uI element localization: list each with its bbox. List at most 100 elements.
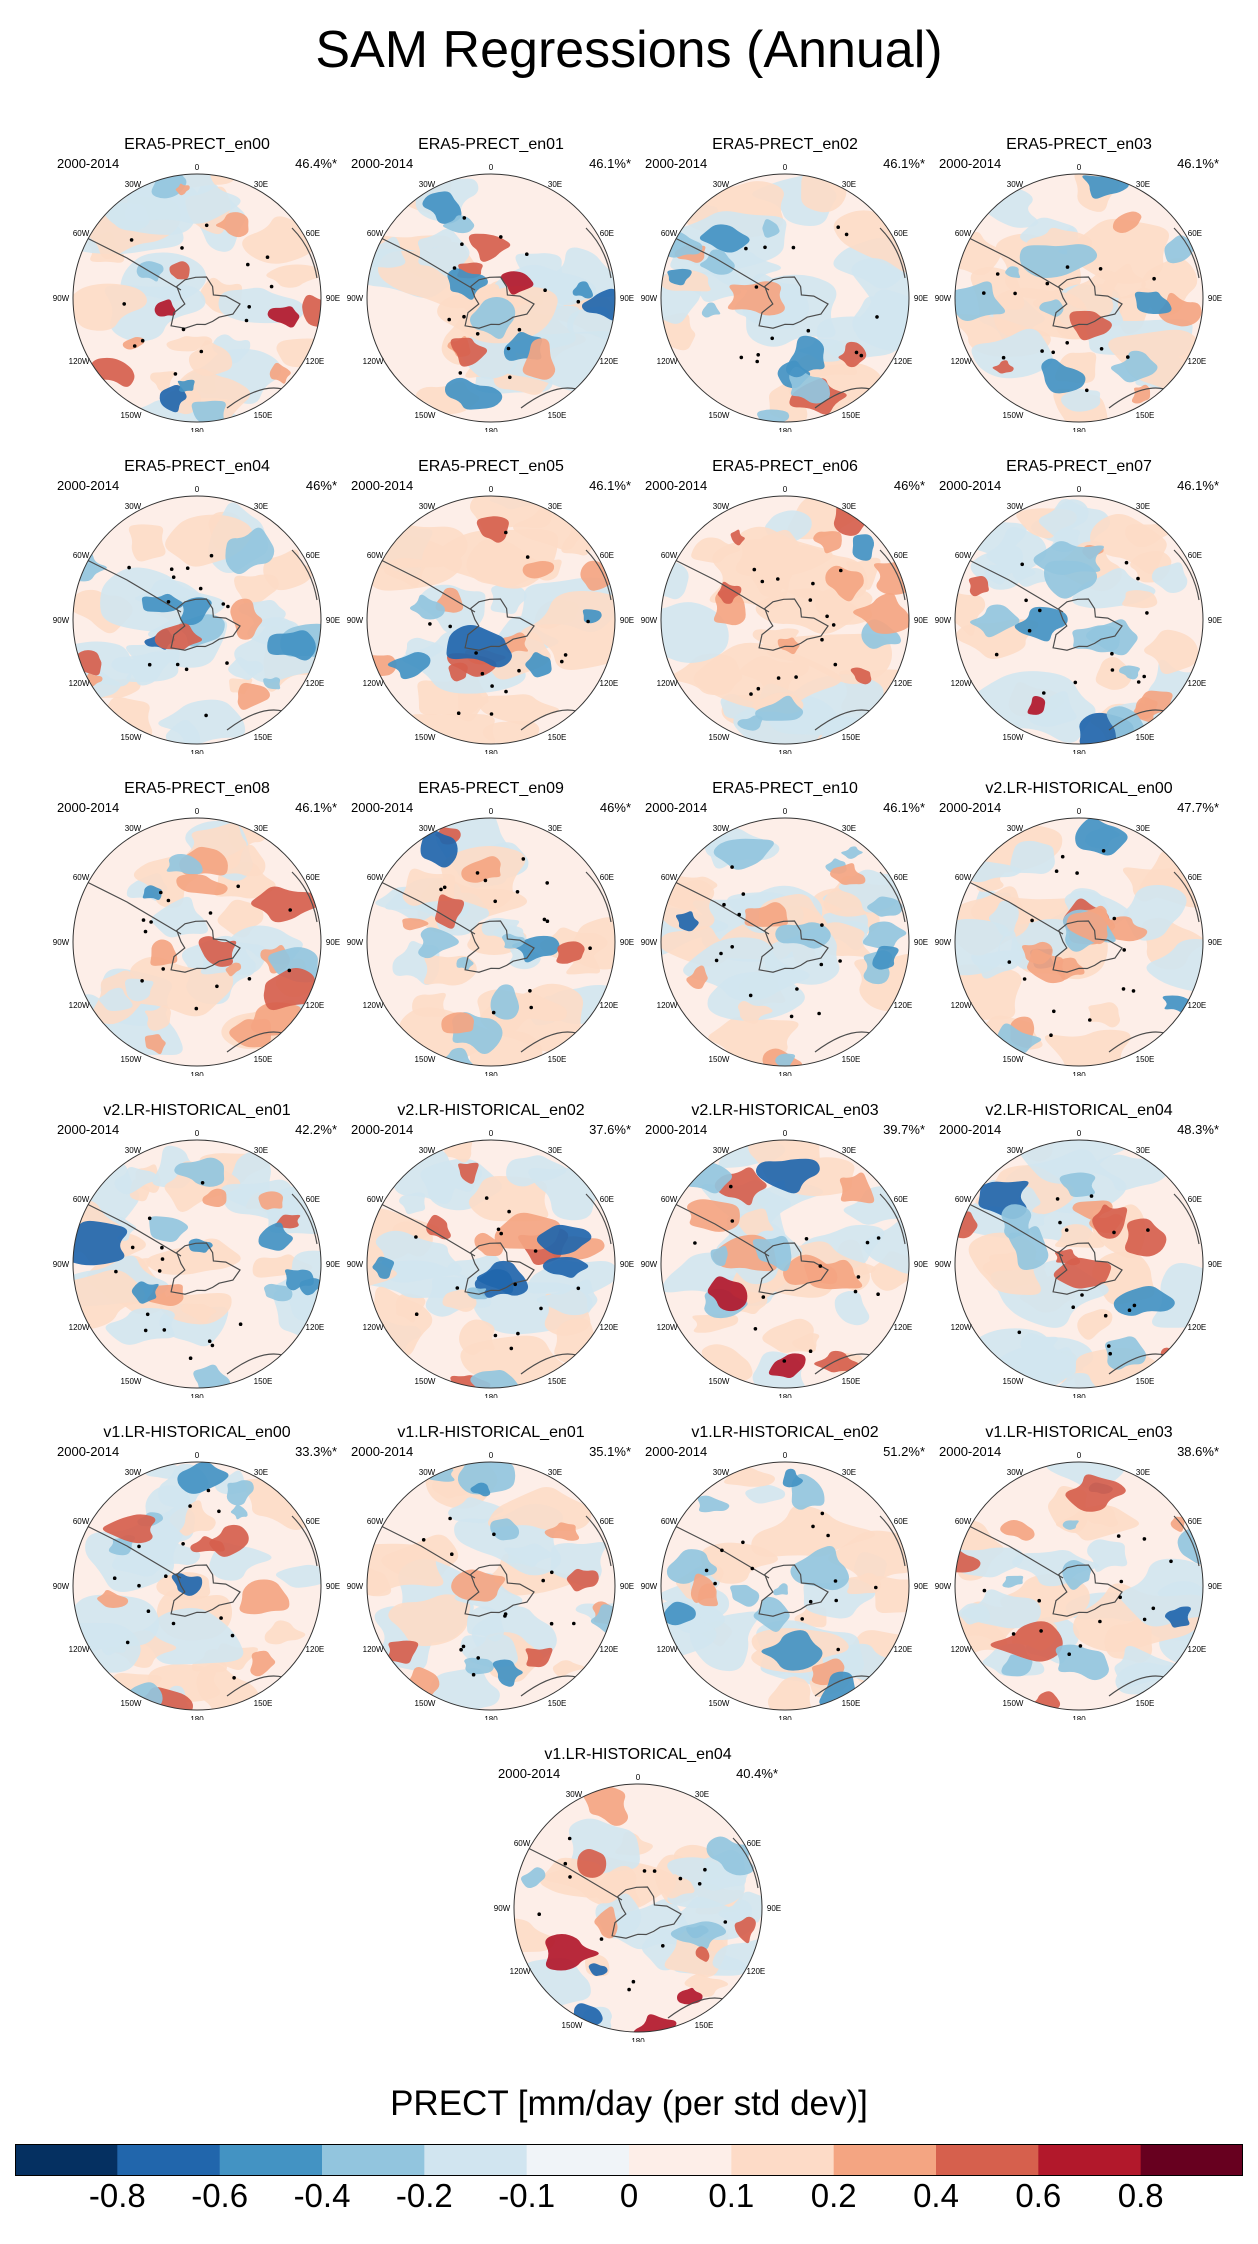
longitude-label: 30W [566, 1790, 583, 1799]
longitude-label: 60E [894, 1195, 908, 1204]
longitude-label: 60W [955, 229, 972, 238]
map-panel: 0 30W 30E 60W 60E 90W 90E 120W 120E 150W 150E 180 v1… [488, 1742, 788, 2042]
map-panel: 0 30W 30E 60W 60E 90W 90E 120W 120E 150W 150E 180 v2… [929, 776, 1229, 1076]
panel-variance-explained: 46%* [893, 478, 925, 493]
panel-variance-explained: 38.6%* [1177, 1444, 1219, 1459]
panel-title: ERA5-PRECT_en02 [712, 136, 858, 153]
longitude-label: 150E [695, 2021, 714, 2030]
longitude-label: 90E [914, 1582, 928, 1591]
longitude-label: 30W [125, 502, 142, 511]
regression-field [514, 1784, 762, 2032]
longitude-label: 60W [367, 1195, 384, 1204]
regression-field [73, 1462, 321, 1710]
longitude-label: 90E [620, 294, 634, 303]
longitude-label: 30W [713, 1146, 730, 1155]
longitude-label: 60W [367, 1517, 384, 1526]
longitude-label: 60E [600, 1517, 614, 1526]
panel-period: 2000-2014 [351, 156, 414, 171]
longitude-label: 120W [69, 357, 90, 366]
colorbar-segment [1038, 2144, 1142, 2176]
panel-title: ERA5-PRECT_en06 [712, 458, 858, 475]
longitude-label: 30E [842, 180, 856, 189]
longitude-label: 150E [548, 733, 567, 742]
panel-title: ERA5-PRECT_en05 [418, 458, 564, 475]
polar-map: 0 30W 30E 60W 60E 90W 90E 120W 120E 150W 150E 180 [935, 807, 1222, 1076]
longitude-label: 90W [347, 1260, 364, 1269]
longitude-label: 90W [347, 1582, 364, 1591]
polar-map: 0 30W 30E 60W 60E 90W 90E 120W 120E 150W 150E 180 [53, 485, 340, 754]
longitude-label: 60E [600, 1195, 614, 1204]
panel-variance-explained: 46.1%* [295, 800, 337, 815]
colorbar-segment [219, 2144, 323, 2176]
polar-map: 0 30W 30E 60W 60E 90W 90E 120W 120E 150W 150E 180 [935, 485, 1222, 754]
longitude-label: 30W [713, 824, 730, 833]
regression-field [661, 818, 909, 1066]
longitude-label: 120W [951, 1001, 972, 1010]
longitude-label: 30E [842, 824, 856, 833]
longitude-label: 120E [894, 357, 913, 366]
longitude-label: 60E [306, 551, 320, 560]
longitude-label: 60W [661, 873, 678, 882]
regression-field [661, 1140, 909, 1388]
colorbar-segment [322, 2144, 425, 2176]
map-panel: 0 30W 30E 60W 60E 90W 90E 120W 120E 150W 150E 180 v1… [47, 1420, 347, 1720]
longitude-label: 150W [709, 733, 730, 742]
regression-field [73, 496, 321, 744]
longitude-label: 150E [254, 733, 273, 742]
polar-map: 0 30W 30E 60W 60E 90W 90E 120W 120E 150W 150E 180 [53, 163, 340, 432]
longitude-label: 90E [326, 294, 340, 303]
panel-title: v2.LR-HISTORICAL_en01 [103, 1102, 291, 1119]
longitude-label: 120E [600, 1001, 619, 1010]
longitude-label: 60E [1188, 1517, 1202, 1526]
longitude-label: 120W [657, 1001, 678, 1010]
longitude-label: 30E [842, 1468, 856, 1477]
colorbar-segment [15, 2144, 118, 2176]
colorbar-tick-labels: -0.8 -0.6 -0.4 -0.2 -0.1 0 0.1 0.2 0.4 0.6 0.8 [0, 2176, 1258, 2226]
panel-variance-explained: 51.2%* [883, 1444, 925, 1459]
polar-map: 0 30W 30E 60W 60E 90W 90E 120W 120E 150W 150E 180 [641, 485, 928, 754]
longitude-label: 150W [121, 1699, 142, 1708]
longitude-label: 90E [620, 1260, 634, 1269]
longitude-label: 120W [69, 1323, 90, 1332]
longitude-label: 30E [1136, 1468, 1150, 1477]
colorbar-segment [936, 2144, 1039, 2176]
panel-title: v1.LR-HISTORICAL_en00 [103, 1424, 291, 1441]
colorbar-tick-label: 0.6 [1015, 2177, 1062, 2214]
map-panel: 0 30W 30E 60W 60E 90W 90E 120W 120E 150W 150E 180 ER… [341, 454, 641, 754]
longitude-label: 150W [121, 1377, 142, 1386]
longitude-label: 120W [657, 1323, 678, 1332]
panel-title: ERA5-PRECT_en00 [124, 136, 270, 153]
polar-map: 0 30W 30E 60W 60E 90W 90E 120W 120E 150W 150E 180 [347, 1129, 634, 1398]
panel-variance-explained: 40.4%* [736, 1766, 778, 1781]
longitude-label: 120W [510, 1967, 531, 1976]
longitude-label: 90W [53, 616, 70, 625]
longitude-label: 90W [53, 294, 70, 303]
panel-period: 2000-2014 [645, 1444, 708, 1459]
panel-title: ERA5-PRECT_en09 [418, 780, 564, 797]
longitude-label: 0 [489, 163, 494, 172]
panel-period: 2000-2014 [57, 800, 120, 815]
longitude-label: 120E [1188, 1001, 1207, 1010]
panel-title: v1.LR-HISTORICAL_en04 [544, 1746, 732, 1763]
longitude-label: 90E [1208, 1260, 1222, 1269]
longitude-label: 60E [1188, 551, 1202, 560]
map-panel: 0 30W 30E 60W 60E 90W 90E 120W 120E 150W 150E 180 v1… [929, 1420, 1229, 1720]
longitude-label: 150W [709, 1055, 730, 1064]
panel-variance-explained: 46%* [305, 478, 337, 493]
longitude-label: 30E [1136, 824, 1150, 833]
longitude-label: 150W [121, 411, 142, 420]
panel-period: 2000-2014 [351, 1444, 414, 1459]
longitude-label: 60W [73, 551, 90, 560]
longitude-label: 180 [484, 749, 498, 754]
map-panel: 0 30W 30E 60W 60E 90W 90E 120W 120E 150W 150E 180 ER… [635, 776, 935, 1076]
longitude-label: 30E [548, 502, 562, 511]
map-panel: 0 30W 30E 60W 60E 90W 90E 120W 120E 150W 150E 180 ER… [635, 132, 935, 432]
longitude-label: 60E [306, 1517, 320, 1526]
longitude-label: 120W [951, 1323, 972, 1332]
longitude-label: 60E [1188, 229, 1202, 238]
map-panel: 0 30W 30E 60W 60E 90W 90E 120W 120E 150W 150E 180 ER… [47, 776, 347, 1076]
panel-title: ERA5-PRECT_en10 [712, 780, 858, 797]
longitude-label: 120E [894, 679, 913, 688]
regression-field [955, 174, 1203, 422]
panel-period: 2000-2014 [351, 800, 414, 815]
